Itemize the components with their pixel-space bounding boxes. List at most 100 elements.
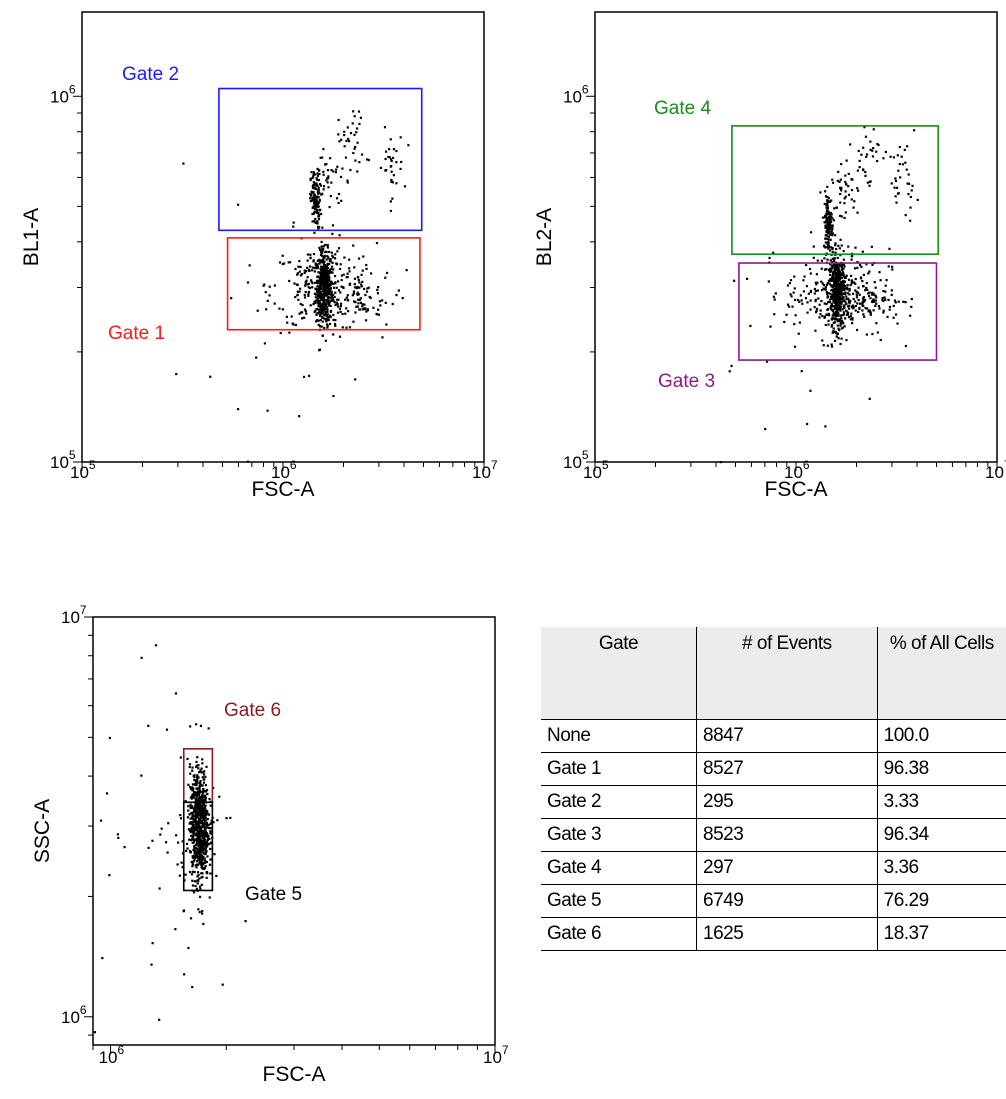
data-point (191, 811, 194, 814)
data-point (356, 276, 359, 279)
table-row: Gate 3 8523 96.34 (541, 818, 1006, 852)
data-point (185, 842, 189, 846)
data-point (832, 263, 836, 267)
data-point (308, 269, 311, 272)
data-point (191, 786, 194, 789)
gate-label: Gate 5 (245, 884, 302, 905)
data-point (268, 294, 271, 297)
data-point (889, 155, 892, 158)
data-point (352, 292, 355, 295)
data-point (825, 268, 828, 271)
data-point (195, 787, 198, 790)
data-point (318, 262, 321, 265)
data-point (820, 280, 823, 283)
data-point (195, 809, 198, 812)
data-point (861, 309, 864, 312)
data-point (202, 852, 206, 855)
data-point (205, 765, 208, 768)
data-point (337, 305, 340, 308)
data-point (313, 292, 317, 295)
data-point (323, 254, 326, 257)
data-point (192, 815, 195, 818)
data-point (323, 298, 326, 302)
data-point (339, 304, 342, 308)
y-tick-label: 107 (61, 603, 87, 627)
data-point (332, 286, 336, 289)
data-point (845, 159, 848, 162)
data-point (827, 244, 831, 248)
data-point (840, 265, 843, 268)
data-point (202, 818, 205, 822)
data-point (839, 238, 842, 241)
data-point (197, 908, 200, 911)
data-point (882, 311, 885, 314)
data-point (300, 317, 304, 320)
data-point (196, 853, 199, 856)
data-point (307, 294, 310, 297)
data-point (835, 331, 838, 335)
data-point (322, 262, 325, 265)
data-points (93, 644, 247, 1034)
data-point (355, 287, 358, 290)
data-point (405, 269, 408, 272)
data-point (336, 250, 339, 253)
data-point (309, 265, 312, 268)
data-point (830, 199, 833, 202)
data-point (204, 861, 207, 864)
data-point (856, 302, 859, 305)
data-point (189, 851, 192, 854)
data-point (844, 195, 847, 198)
data-point (192, 841, 196, 844)
data-point (202, 867, 206, 871)
data-point (310, 280, 313, 283)
data-point (315, 202, 318, 206)
data-point (193, 778, 196, 782)
data-point (195, 806, 198, 809)
data-point (823, 316, 826, 319)
data-point (325, 302, 328, 305)
cell-events: 6749 (696, 884, 878, 918)
data-point (200, 843, 203, 846)
data-point (208, 896, 211, 899)
data-point (834, 318, 837, 321)
data-point (321, 249, 324, 252)
data-point (321, 296, 324, 299)
data-point (195, 764, 198, 767)
data-point (198, 895, 202, 898)
data-point (832, 327, 835, 330)
data-point (840, 317, 843, 320)
data-point (192, 829, 195, 832)
data-point (847, 172, 850, 176)
data-point (197, 873, 200, 877)
data-point (850, 312, 853, 315)
data-point (815, 283, 818, 286)
data-point (322, 286, 325, 290)
data-point (294, 323, 298, 327)
data-point (209, 375, 212, 378)
data-point (204, 799, 207, 802)
data-point (313, 266, 317, 270)
data-point (329, 315, 332, 319)
cell-gate: Gate 3 (541, 818, 697, 852)
data-point (320, 269, 323, 272)
data-point (198, 843, 202, 846)
data-point (333, 301, 336, 304)
data-point (191, 870, 194, 873)
table-row: Gate 1 8527 96.38 (541, 752, 1006, 786)
data-point (207, 834, 210, 838)
data-point (845, 183, 848, 186)
data-point (187, 828, 190, 831)
data-point (189, 830, 192, 833)
cell-gate: Gate 5 (541, 884, 697, 918)
data-point (850, 198, 853, 201)
data-point (183, 973, 186, 976)
data-point (844, 301, 847, 304)
data-point (334, 282, 337, 285)
data-point (828, 282, 831, 285)
column-header-percent: % of All Cells (876, 627, 1006, 720)
data-point (834, 330, 837, 334)
data-point (349, 168, 352, 172)
data-point (191, 884, 195, 887)
data-point (861, 250, 864, 253)
data-point (842, 322, 845, 325)
